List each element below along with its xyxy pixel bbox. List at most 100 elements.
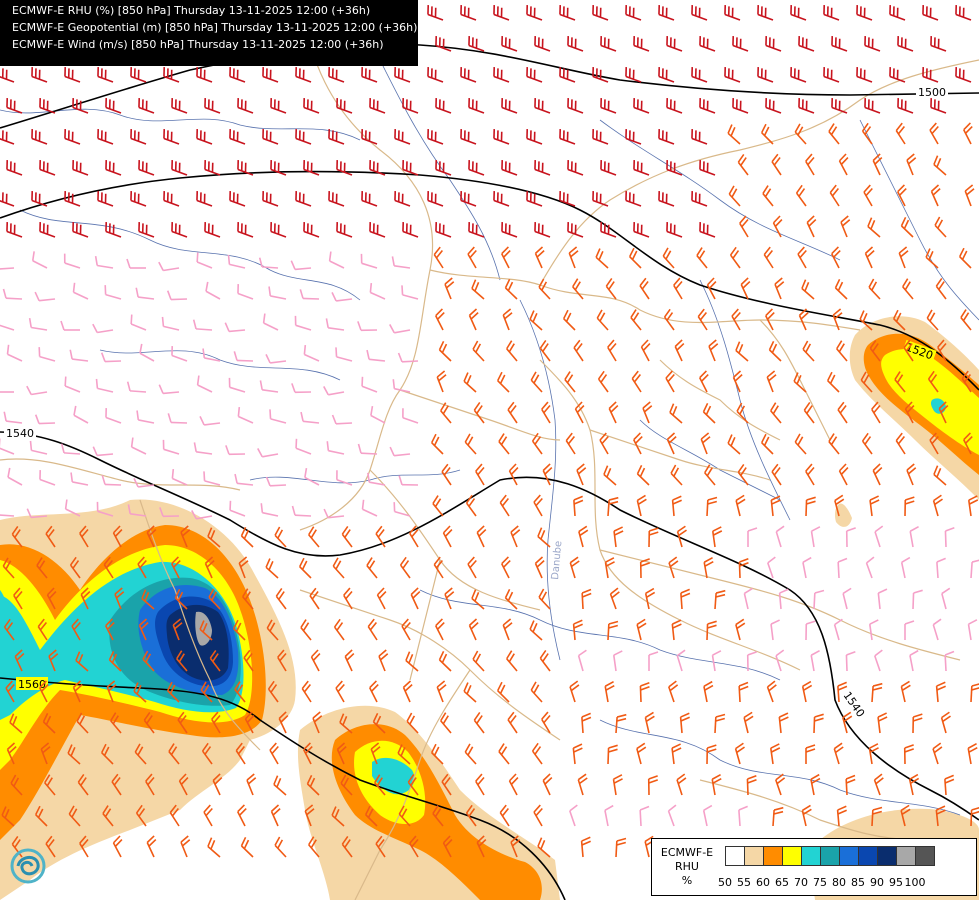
- wind-barb: [360, 253, 378, 269]
- wind-barb: [361, 499, 378, 517]
- wind-barb: [904, 401, 915, 424]
- wind-barb: [542, 773, 553, 796]
- legend-tick-label: 95: [889, 876, 903, 889]
- wind-barb: [831, 36, 848, 52]
- wind-barb: [325, 318, 345, 331]
- wind-barb: [159, 507, 180, 518]
- wind-barb: [778, 712, 789, 734]
- wind-barb: [333, 618, 345, 641]
- wind-barb: [934, 216, 947, 238]
- wind-barb: [507, 711, 518, 734]
- rhu-55-area-east-small: [834, 503, 852, 527]
- wind-barb: [801, 680, 813, 703]
- wind-barb: [666, 222, 683, 238]
- wind-barb: [138, 160, 155, 176]
- wind-barb: [171, 160, 188, 176]
- wind-barb: [336, 160, 353, 176]
- wind-barb: [592, 129, 609, 145]
- wind-barb: [364, 805, 378, 827]
- wind-barb: [205, 281, 221, 300]
- wind-barb: [802, 556, 812, 579]
- wind-barb: [604, 681, 615, 703]
- wind-barb: [64, 376, 81, 393]
- wind-barb: [68, 805, 81, 827]
- wind-barb: [389, 446, 411, 457]
- wind-barb: [401, 285, 419, 300]
- wind-barb: [604, 804, 614, 827]
- wind-barb: [6, 222, 23, 238]
- wind-barb: [922, 67, 939, 83]
- wind-barb: [865, 556, 875, 579]
- wind-barb: [72, 222, 89, 238]
- wind-barb: [873, 773, 884, 796]
- wind-barb: [639, 805, 650, 827]
- wind-barb: [80, 587, 91, 610]
- wind-barb: [435, 98, 452, 114]
- wind-barb: [291, 505, 312, 517]
- wind-barb: [670, 464, 683, 486]
- legend-swatch-55: [744, 846, 764, 866]
- wind-barb: [967, 743, 978, 765]
- wind-barb: [370, 742, 381, 765]
- wind-barb: [234, 681, 246, 703]
- wind-barb: [174, 588, 188, 610]
- wind-barb: [578, 525, 589, 548]
- wind-barb: [625, 5, 642, 21]
- wind-barb: [572, 743, 583, 765]
- wind-barb: [209, 649, 221, 672]
- wind-barb: [794, 433, 807, 455]
- wind-barb: [369, 680, 379, 703]
- wind-barb: [559, 67, 576, 83]
- wind-barb: [97, 129, 114, 145]
- wind-barb: [393, 502, 411, 517]
- wind-barb: [70, 472, 89, 486]
- wind-barb: [559, 5, 576, 21]
- wind-barb: [501, 246, 511, 269]
- legend-swatch-95: [896, 846, 916, 866]
- wind-barb: [180, 525, 191, 548]
- wind-barb: [766, 370, 777, 393]
- wind-barb: [828, 123, 840, 145]
- wind-barb: [794, 123, 807, 145]
- wind-barb: [138, 222, 155, 238]
- wind-barb: [162, 439, 180, 455]
- wind-barb: [871, 806, 883, 827]
- wind-barb: [473, 711, 485, 734]
- wind-barb: [468, 36, 485, 52]
- wind-barb: [336, 222, 353, 238]
- wind-barb: [668, 680, 679, 703]
- wind-barb: [615, 713, 627, 734]
- wind-barb: [810, 650, 820, 672]
- wind-barb: [39, 680, 49, 703]
- wind-barb: [366, 349, 386, 362]
- wind-barb: [845, 650, 856, 672]
- wind-barb: [805, 496, 816, 517]
- wind-barb: [706, 277, 717, 300]
- wind-barb: [308, 526, 320, 548]
- wind-barb: [300, 411, 320, 424]
- wind-barb: [468, 160, 485, 176]
- wind-barb: [658, 191, 675, 207]
- wind-barb: [493, 129, 510, 145]
- wind-barb: [262, 191, 279, 207]
- wind-barb: [0, 438, 15, 455]
- wind-barb: [72, 160, 89, 176]
- wind-barb: [237, 160, 254, 176]
- wind-barb: [303, 98, 320, 114]
- wind-barb: [331, 414, 353, 425]
- wind-barb: [180, 835, 191, 858]
- wind-barb: [615, 837, 627, 858]
- wind-barb: [473, 401, 485, 424]
- contour-1520: [0, 170, 979, 391]
- wind-barb: [501, 98, 518, 114]
- wind-barb: [496, 681, 510, 703]
- wind-barb: [105, 618, 115, 641]
- wind-barb: [203, 804, 213, 827]
- wind-barb: [467, 246, 477, 269]
- wind-barb: [398, 475, 419, 486]
- wind-barb: [767, 556, 776, 579]
- wind-barb: [691, 67, 708, 83]
- wind-barb: [166, 681, 180, 703]
- wind-barb: [430, 743, 444, 765]
